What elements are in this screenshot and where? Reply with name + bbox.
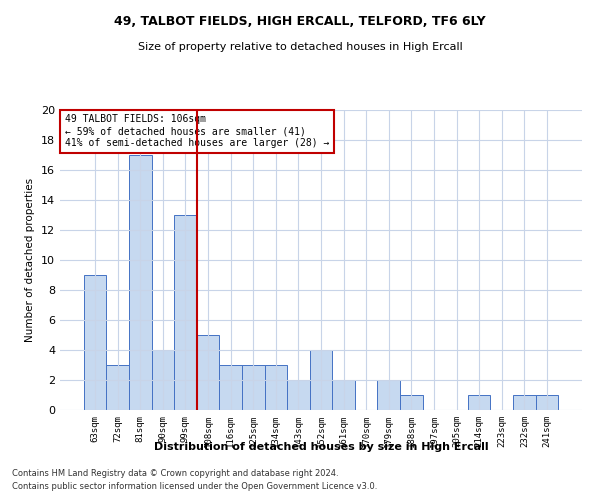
Bar xyxy=(265,365,287,410)
Bar xyxy=(84,275,106,410)
Bar xyxy=(220,365,242,410)
Bar xyxy=(242,365,265,410)
Text: Size of property relative to detached houses in High Ercall: Size of property relative to detached ho… xyxy=(137,42,463,52)
Bar xyxy=(536,395,558,410)
Text: 49, TALBOT FIELDS, HIGH ERCALL, TELFORD, TF6 6LY: 49, TALBOT FIELDS, HIGH ERCALL, TELFORD,… xyxy=(114,15,486,28)
Bar xyxy=(174,215,197,410)
Text: Distribution of detached houses by size in High Ercall: Distribution of detached houses by size … xyxy=(154,442,488,452)
Bar xyxy=(152,350,174,410)
Bar xyxy=(332,380,355,410)
Bar xyxy=(197,335,220,410)
Bar xyxy=(400,395,422,410)
Bar xyxy=(287,380,310,410)
Bar xyxy=(129,155,152,410)
Bar xyxy=(513,395,536,410)
Bar xyxy=(468,395,490,410)
Text: Contains HM Land Registry data © Crown copyright and database right 2024.: Contains HM Land Registry data © Crown c… xyxy=(12,468,338,477)
Bar xyxy=(377,380,400,410)
Y-axis label: Number of detached properties: Number of detached properties xyxy=(25,178,35,342)
Bar xyxy=(106,365,129,410)
Text: Contains public sector information licensed under the Open Government Licence v3: Contains public sector information licen… xyxy=(12,482,377,491)
Text: 49 TALBOT FIELDS: 106sqm
← 59% of detached houses are smaller (41)
41% of semi-d: 49 TALBOT FIELDS: 106sqm ← 59% of detach… xyxy=(65,114,329,148)
Bar xyxy=(310,350,332,410)
